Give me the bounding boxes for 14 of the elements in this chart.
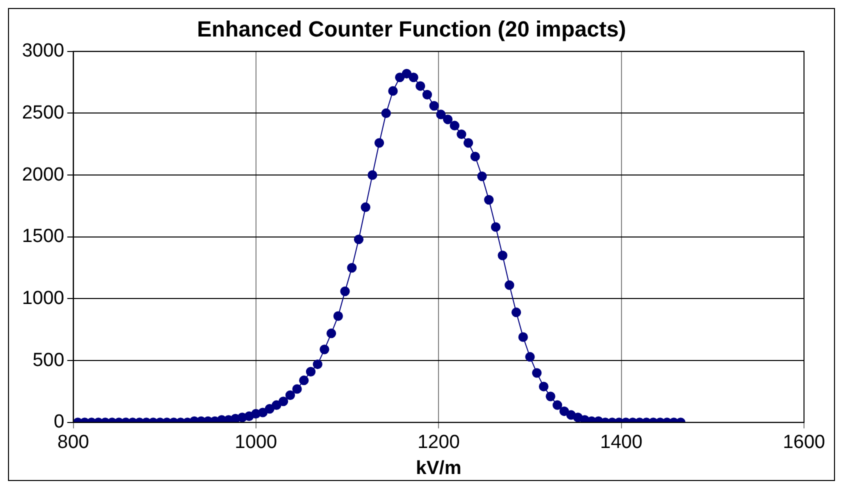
chart-title: Enhanced Counter Function (20 impacts)	[196, 16, 626, 42]
x-tick-label: 1000	[234, 432, 278, 454]
y-tick-label: 0	[54, 412, 64, 433]
y-tick-label: 2000	[22, 164, 64, 186]
y-tick-label: 1000	[22, 288, 64, 309]
y-tick-label: 2500	[22, 102, 64, 124]
y-tick-label: 1500	[22, 226, 64, 248]
x-tick-label: 1200	[417, 432, 460, 454]
x-axis-title: kV/m	[416, 458, 462, 479]
x-tick-label: 800	[57, 432, 90, 454]
x-tick-label: 1600	[782, 432, 826, 454]
y-tick-label: 3000	[22, 40, 64, 62]
x-tick-label: 1400	[600, 432, 642, 454]
y-tick-label: 500	[32, 350, 64, 371]
